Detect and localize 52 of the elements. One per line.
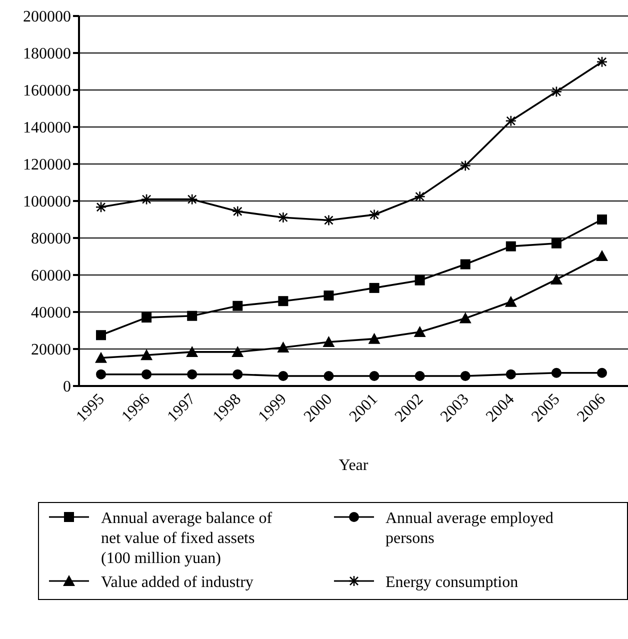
- point: [460, 371, 470, 382]
- point: [504, 296, 517, 307]
- y-tick-label: 80000: [31, 230, 71, 248]
- legend-label: Annual average balance of net value of fixed assets (100 million yuan): [101, 509, 274, 569]
- point: [324, 290, 334, 301]
- point: [551, 238, 562, 248]
- point: [506, 241, 516, 252]
- point: [232, 346, 244, 357]
- y-tick-label: 60000: [31, 268, 71, 285]
- point: [324, 371, 334, 382]
- point: [550, 273, 562, 284]
- y-tick-label: 120000: [23, 156, 71, 174]
- point: [142, 312, 152, 323]
- point: [414, 326, 426, 337]
- legend-label: Energy consumption: [386, 573, 518, 593]
- legend-label: Annual average employed persons: [386, 509, 554, 549]
- point: [369, 282, 380, 293]
- y-tick-label: 20000: [31, 342, 71, 359]
- point: [277, 342, 290, 353]
- point: [232, 369, 243, 380]
- y-tick-label: 200000: [23, 8, 71, 26]
- y-tick-label: 100000: [23, 194, 71, 211]
- point: [551, 368, 562, 378]
- point: [597, 368, 607, 378]
- point: [278, 296, 288, 306]
- legend-label: Value added of industry: [101, 573, 254, 593]
- point: [95, 352, 107, 363]
- point: [596, 250, 608, 261]
- point: [186, 346, 198, 357]
- point: [414, 275, 425, 286]
- point: [322, 336, 335, 347]
- point: [96, 330, 106, 340]
- point: [597, 214, 607, 224]
- point: [187, 310, 198, 321]
- point: [368, 332, 380, 344]
- point: [369, 371, 380, 382]
- point: [460, 259, 470, 270]
- y-tick-label: 180000: [23, 46, 71, 63]
- y-tick-label: 140000: [23, 120, 71, 137]
- point: [140, 349, 153, 360]
- point: [142, 369, 152, 380]
- y-tick-label: 160000: [23, 82, 71, 100]
- point: [506, 369, 516, 380]
- point: [96, 369, 106, 380]
- point: [414, 371, 425, 382]
- x-axis-title: Year: [338, 457, 369, 474]
- point: [278, 371, 288, 382]
- y-tick-label: 40000: [31, 304, 71, 322]
- point: [232, 300, 243, 311]
- point: [459, 312, 472, 324]
- y-tick-label: 0: [63, 378, 71, 396]
- point: [187, 369, 198, 380]
